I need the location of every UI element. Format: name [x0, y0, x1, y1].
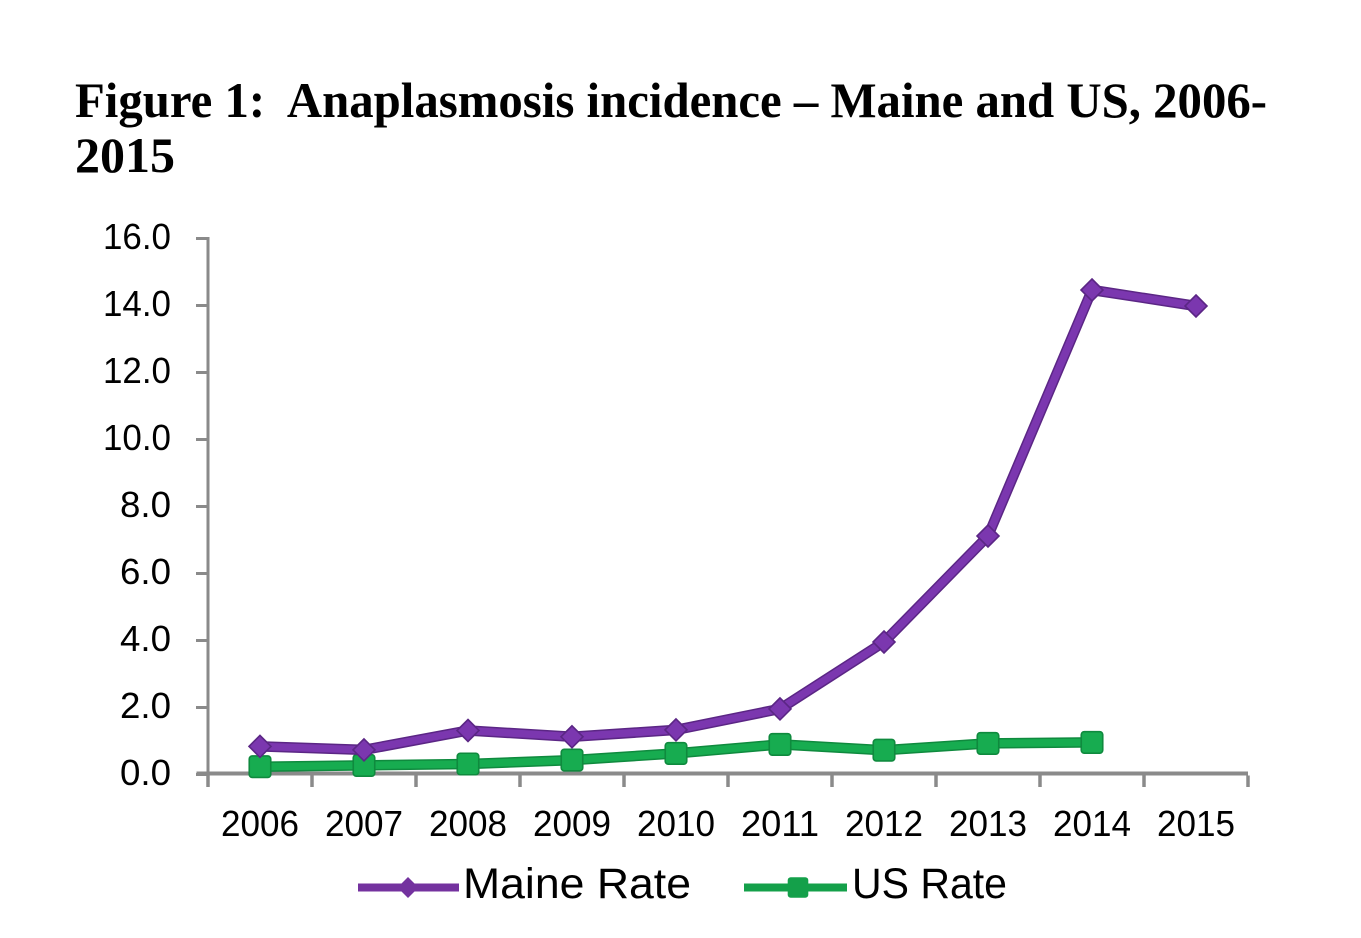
svg-text:2015: 2015 [75, 127, 175, 183]
svg-text:10.0: 10.0 [103, 417, 171, 458]
svg-text:2008: 2008 [429, 803, 507, 844]
svg-text:2014: 2014 [1053, 803, 1131, 844]
svg-text:4.0: 4.0 [120, 618, 171, 659]
svg-text:12.0: 12.0 [103, 350, 171, 391]
svg-text:2007: 2007 [325, 803, 403, 844]
svg-text:2013: 2013 [949, 803, 1027, 844]
svg-text:2009: 2009 [533, 803, 611, 844]
svg-text:Figure 1: Anaplasmosis incide: Figure 1: Anaplasmosis incidence – Maine… [75, 72, 1267, 128]
svg-text:0.0: 0.0 [120, 752, 171, 793]
svg-text:2010: 2010 [637, 803, 715, 844]
svg-text:2012: 2012 [845, 803, 923, 844]
svg-text:14.0: 14.0 [103, 283, 171, 324]
svg-text:US Rate: US Rate [852, 860, 1007, 908]
svg-text:2015: 2015 [1157, 803, 1235, 844]
svg-text:Maine Rate: Maine Rate [463, 860, 691, 908]
svg-text:16.0: 16.0 [103, 216, 171, 257]
svg-text:2011: 2011 [741, 803, 819, 844]
svg-text:2006: 2006 [221, 803, 299, 844]
svg-text:6.0: 6.0 [120, 551, 171, 592]
svg-text:2.0: 2.0 [120, 685, 171, 726]
svg-text:8.0: 8.0 [120, 484, 171, 525]
